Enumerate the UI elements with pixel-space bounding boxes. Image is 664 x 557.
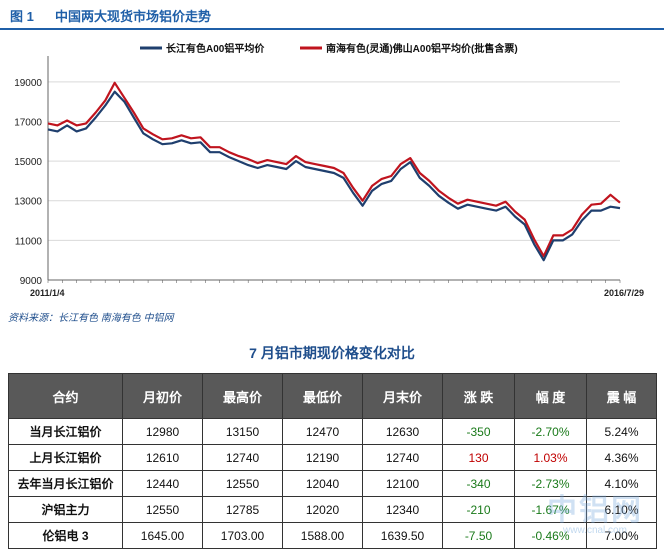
table-cell: 1703.00 (202, 522, 283, 549)
y-tick-label: 11000 (15, 236, 43, 247)
table-cell: 12550 (122, 496, 203, 523)
table-row: 去年当月长江铝价 12440 12550 12040 12100 -340 -2.73% 4.… (8, 470, 657, 497)
figure-title: 中国两大现货市场铝价走势 (55, 9, 212, 24)
axes: 9000 11000 13000 15000 17000 19000 2011/1/4 201… (14, 56, 644, 298)
series-line-changjiang (47, 90, 621, 262)
table-cell: 7.00% (586, 522, 657, 549)
table-cell: -2.73% (514, 470, 587, 497)
table-cell: -1.67% (514, 496, 587, 523)
row-label: 伦铝电 3 (8, 522, 123, 549)
row-label: 沪铝主力 (8, 496, 123, 523)
table-cell: 12550 (202, 470, 283, 497)
table-cell: -7.50 (442, 522, 515, 549)
table-cell: 12610 (122, 444, 203, 471)
table-row: 沪铝主力 12550 12785 12020 12340 -210 -1.67% 6.10% (8, 496, 657, 523)
table-cell: 13150 (202, 418, 283, 445)
table-body: 当月长江铝价 12980 13150 12470 12630 -350 -2.70% 5.24… (8, 418, 657, 549)
table-cell: 4.10% (586, 470, 657, 497)
column-header: 震 幅 (586, 373, 657, 419)
table-cell: 12740 (202, 444, 283, 471)
table-row: 当月长江铝价 12980 13150 12470 12630 -350 -2.70% 5.24… (8, 418, 657, 445)
series-line-nanhai (47, 81, 621, 258)
table-cell: -2.70% (514, 418, 587, 445)
table-cell: 12740 (362, 444, 443, 471)
table-cell: 4.36% (586, 444, 657, 471)
table-cell: 12020 (282, 496, 363, 523)
figure-number: 图 1 (10, 9, 34, 24)
table-cell: -350 (442, 418, 515, 445)
table-row: 上月长江铝价 12610 12740 12190 12740 130 1.03% 4.36% (8, 444, 657, 471)
column-header: 月末价 (362, 373, 443, 419)
series-lines (47, 81, 621, 262)
aluminum-price-line-chart: 9000 11000 13000 15000 17000 19000 2011/1/4 201… (14, 42, 644, 298)
table-cell: 6.10% (586, 496, 657, 523)
table-header-row: 合约 月初价 最高价 最低价 月末价涨 跌幅 度震 幅 (8, 373, 657, 419)
x-tick-label-start: 2011/1/4 (30, 288, 65, 298)
table-row: 伦铝电 3 1645.00 1703.00 1588.00 1639.50 -7.50 -0… (8, 522, 657, 549)
row-label: 去年当月长江铝价 (8, 470, 123, 497)
figure-header: 图 1 中国两大现货市场铝价走势 (0, 0, 664, 30)
price-comparison-table: 合约 月初价 最高价 最低价 月末价涨 跌幅 度震 幅 当月长江铝价 12980 13150… (8, 373, 657, 549)
legend-label: 南海有色(灵通)佛山A00铝平均价(批售含票) (326, 42, 518, 55)
table-cell: -340 (442, 470, 515, 497)
column-header: 月初价 (122, 373, 203, 419)
legend-label: 长江有色A00铝平均价 (166, 42, 265, 55)
column-header: 最低价 (282, 373, 363, 419)
column-header: 合约 (8, 373, 123, 419)
y-tick-label: 19000 (14, 78, 42, 89)
table-cell: 12980 (122, 418, 203, 445)
table-cell: -0.46% (514, 522, 587, 549)
y-tick-label: 15000 (14, 157, 42, 168)
column-header: 幅 度 (514, 373, 587, 419)
x-tick-label-end: 2016/7/29 (604, 288, 644, 298)
table-cell: 1.03% (514, 444, 587, 471)
y-tick-label: 17000 (14, 117, 42, 128)
table-title: 7 月铝市期现价格变化对比 (249, 345, 415, 361)
table-cell: 12190 (282, 444, 363, 471)
row-label: 上月长江铝价 (8, 444, 123, 471)
table-cell: 1645.00 (122, 522, 203, 549)
table-cell: 5.24% (586, 418, 657, 445)
table-cell: 12440 (122, 470, 203, 497)
source-note: 资料来源：长江有色 南海有色 中铝网 (8, 313, 174, 324)
table-cell: 12630 (362, 418, 443, 445)
table-cell: 130 (442, 444, 515, 471)
legend: 长江有色A00铝平均价 南海有色(灵通)佛山A00铝平均价(批售含票) (140, 42, 518, 55)
row-label: 当月长江铝价 (8, 418, 123, 445)
table-cell: 12470 (282, 418, 363, 445)
table-cell: 1639.50 (362, 522, 443, 549)
table-cell: 12340 (362, 496, 443, 523)
table-cell: 12100 (362, 470, 443, 497)
table-cell: -210 (442, 496, 515, 523)
table-cell: 12040 (282, 470, 363, 497)
column-header: 最高价 (202, 373, 283, 419)
column-header: 涨 跌 (442, 373, 515, 419)
y-tick-label: 9000 (20, 276, 43, 287)
table-cell: 12785 (202, 496, 283, 523)
y-tick-label: 13000 (14, 197, 42, 208)
table-cell: 1588.00 (282, 522, 363, 549)
